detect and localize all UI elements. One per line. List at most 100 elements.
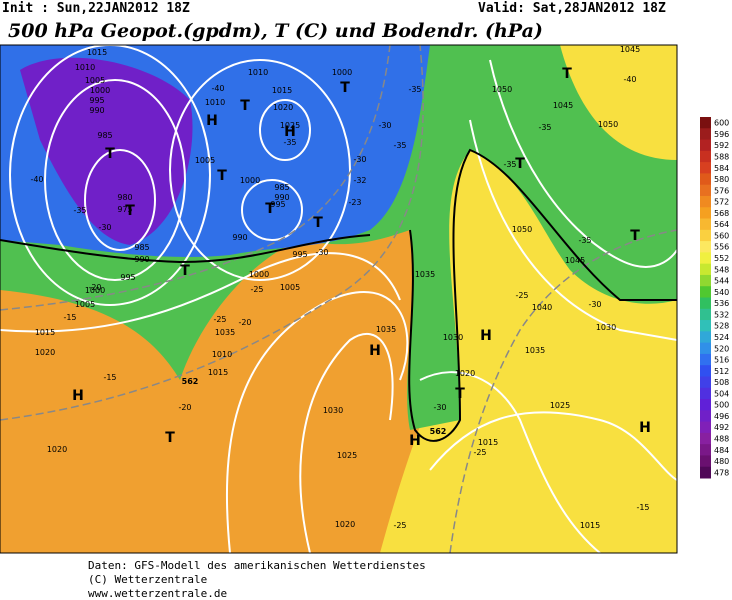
isobar-label: 1005 (75, 300, 95, 309)
map-title: 500 hPa Geopot.(gpdm), T (C) und Bodendr… (8, 20, 543, 42)
colorbar-swatch (700, 274, 711, 287)
isobar-label: 1045 (565, 256, 585, 265)
colorbar-swatch (700, 162, 711, 174)
isobar-label: 1045 (553, 101, 573, 110)
isobar (489, 59, 678, 268)
colorbar-swatch (700, 376, 711, 389)
footer-source: Daten: GFS-Modell des amerikanischen Wet… (88, 559, 426, 572)
colorbar-swatch (700, 410, 711, 423)
colorbar-swatch (700, 229, 711, 242)
isobar-label: 1025 (337, 451, 357, 460)
valid-time: Valid: Sat,28JAN2012 18Z (478, 1, 666, 16)
footer-copyright: (C) Wetterzentrale (88, 573, 207, 586)
isobar (429, 411, 678, 481)
colorbar-swatch (700, 466, 711, 479)
isobar-label: 1015 (87, 48, 107, 57)
isotherm-label: -25 (213, 315, 226, 324)
isobar-label: 1040 (532, 303, 552, 312)
colorbar-swatch (700, 387, 711, 400)
contour-label: 562 (182, 377, 199, 386)
isobar-label: 1050 (598, 120, 618, 129)
isobar-label: 1005 (85, 76, 105, 85)
isobar-label: 1030 (596, 323, 616, 332)
isotherm-label: -20 (238, 318, 251, 327)
high-marker: H (639, 420, 651, 436)
colorbar-swatch (700, 432, 711, 445)
isotherm-label: -30 (315, 248, 328, 257)
isobar-label: 1005 (195, 156, 215, 165)
high-marker: H (72, 388, 84, 404)
colorbar-label: 492 (714, 423, 729, 432)
isotherm-label: -30 (353, 155, 366, 164)
colorbar-label: 488 (714, 435, 729, 444)
footer-url: www.wetterzentrale.de (88, 587, 227, 600)
low-marker: T (340, 80, 350, 96)
isobar-label: 1035 (415, 270, 435, 279)
isobar (84, 149, 156, 251)
high-marker: H (480, 328, 492, 344)
isobar-label: 1035 (525, 346, 545, 355)
isobar-label: 995 (270, 200, 285, 209)
isobar-label: 1010 (212, 350, 232, 359)
colorbar-label: 512 (714, 367, 729, 376)
colorbar: 600 596 592 588 584 580 576 572 568 564 560 556 552 5… (700, 117, 729, 479)
colorbar-label: 496 (714, 412, 729, 421)
isotherm-label: -35 (538, 123, 551, 132)
isotherm-label: -35 (408, 85, 421, 94)
colorbar-label: 564 (714, 220, 729, 229)
low-marker: T (125, 203, 135, 219)
isobar (419, 371, 601, 554)
isotherm (0, 44, 391, 311)
low-marker: T (165, 430, 175, 446)
isotherm-label: -20 (178, 403, 191, 412)
isobar-label: 1020 (455, 369, 475, 378)
isobar-label: 1000 (240, 176, 260, 185)
colorbar-label: 484 (714, 446, 729, 455)
colorbar-swatch (700, 252, 711, 265)
low-marker: T (455, 386, 465, 402)
low-marker: T (515, 156, 525, 172)
isobar-label: 1020 (273, 103, 293, 112)
isobar (259, 99, 311, 161)
isobar-label: 1020 (47, 445, 67, 454)
isotherm-label: -25 (393, 521, 406, 530)
isotherm-label: -15 (63, 313, 76, 322)
colorbar-swatch (700, 320, 711, 332)
isotherm-label: -15 (636, 503, 649, 512)
isobar-label: 1005 (280, 283, 300, 292)
isobar-label: 990 (89, 106, 104, 115)
isobar-label: 980 (117, 193, 132, 202)
isobar-label: 975 (117, 205, 132, 214)
colorbar-label: 568 (714, 209, 729, 218)
isobar-label: 1050 (492, 85, 512, 94)
colorbar-label: 532 (714, 310, 729, 319)
isobar-label: 1035 (215, 328, 235, 337)
colorbar-swatch (700, 297, 711, 310)
colorbar-label: 544 (714, 277, 729, 286)
isotherm-label: -40 (30, 175, 43, 184)
colorbar-label: 540 (714, 288, 729, 297)
map-frame (0, 44, 678, 554)
isotherm-label: -35 (283, 138, 296, 147)
colorbar-swatch (700, 173, 711, 186)
isobar (225, 291, 409, 554)
isobar (44, 79, 186, 281)
colorbar-label: 600 (714, 119, 729, 128)
isotherm-label: -30 (433, 403, 446, 412)
isotherm-label: -35 (503, 160, 516, 169)
isobar-label: 1015 (35, 328, 55, 337)
colorbar-label: 572 (714, 198, 729, 207)
low-marker: T (313, 215, 323, 231)
colorbar-swatch (700, 421, 711, 434)
colorbar-label: 478 (714, 468, 729, 477)
isobar-label: 1020 (335, 520, 355, 529)
colorbar-label: 508 (714, 378, 729, 387)
colorbar-label: 588 (714, 152, 729, 161)
colorbar-label: 516 (714, 356, 729, 365)
isobar-label: 985 (97, 131, 112, 140)
low-marker: T (562, 66, 572, 82)
colorbar-swatch (700, 353, 711, 366)
colorbar-swatch (700, 444, 711, 456)
isotherm-label: -35 (393, 141, 406, 150)
